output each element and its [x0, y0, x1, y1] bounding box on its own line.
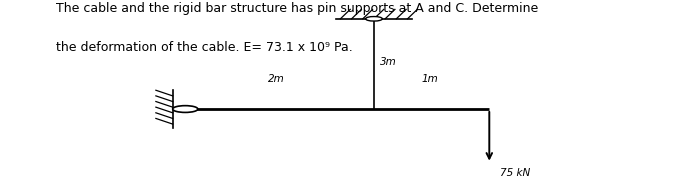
Text: the deformation of the cable. E= 73.1 x 10⁹ Pa.: the deformation of the cable. E= 73.1 x … — [56, 41, 353, 54]
Text: 1m: 1m — [421, 74, 438, 84]
Text: 2m: 2m — [268, 74, 284, 84]
Text: 3m: 3m — [380, 57, 396, 67]
Circle shape — [366, 17, 382, 21]
Text: The cable and the rigid bar structure has pin supports at A and C. Determine: The cable and the rigid bar structure ha… — [56, 2, 538, 15]
Circle shape — [173, 106, 198, 112]
Text: 75 kN: 75 kN — [500, 168, 530, 178]
